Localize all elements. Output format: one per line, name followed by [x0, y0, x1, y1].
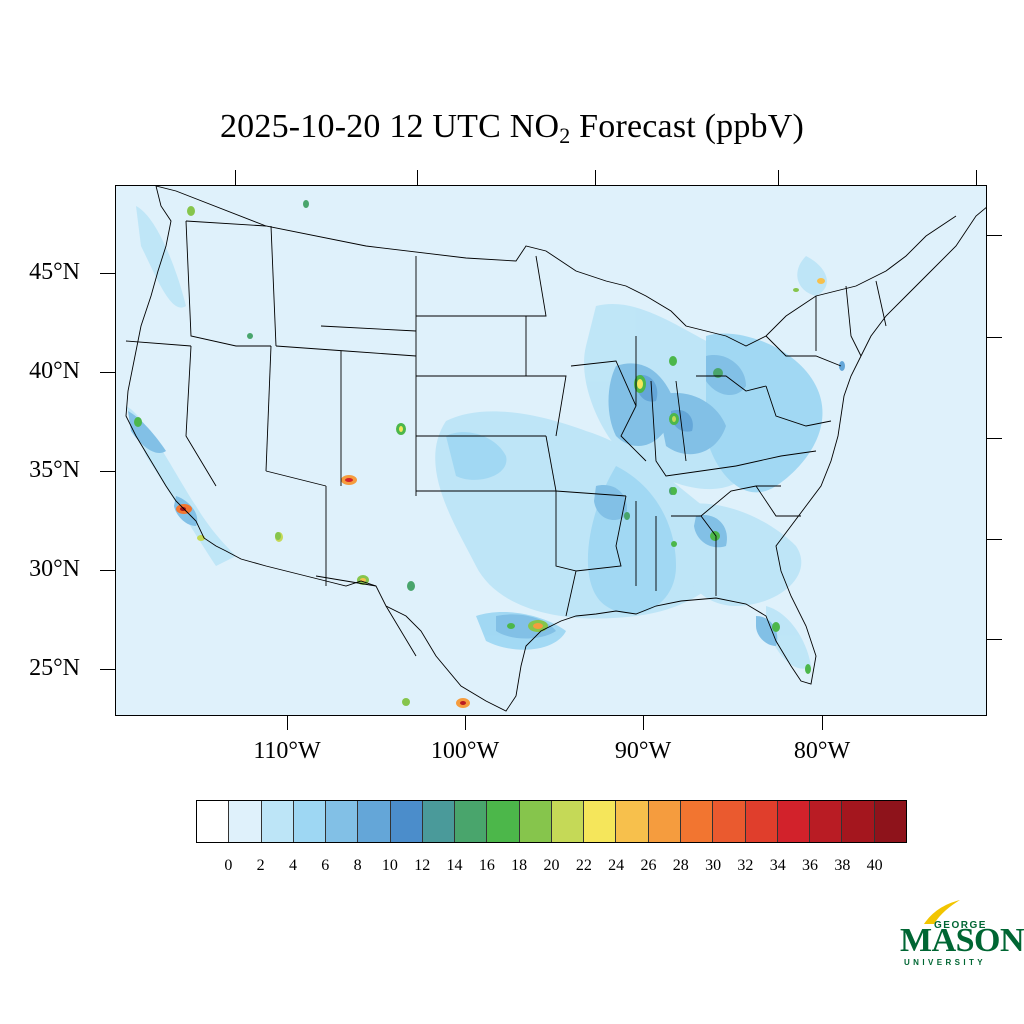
us-map [125, 186, 986, 712]
colorbar-swatch [810, 801, 843, 842]
boundary-lines [125, 186, 986, 712]
colorbar-swatch [390, 801, 423, 842]
colorbar-label: 26 [640, 857, 657, 874]
colorbar-swatch [261, 801, 294, 842]
bottom-tick [287, 716, 288, 730]
lon-label-80w: 80°W [793, 738, 851, 764]
right-tick [987, 235, 1002, 236]
colorbar-swatch [616, 801, 649, 842]
right-tick [987, 337, 1002, 338]
lat-label-25: 25°N [29, 655, 80, 681]
colorbar-swatch [874, 801, 906, 842]
no2-hotspots [134, 200, 845, 708]
top-tick [595, 170, 596, 185]
lat-label-40: 40°N [29, 358, 80, 384]
colorbar-label: 18 [511, 857, 528, 874]
colorbar-label: 28 [672, 857, 689, 874]
logo-george: GEORGE [934, 920, 987, 931]
colorbar-label: 36 [802, 857, 819, 874]
lat-label-35: 35°N [29, 457, 80, 483]
left-tick [100, 669, 115, 670]
colorbar-label: 10 [381, 857, 398, 874]
colorbar-label: 12 [414, 857, 431, 874]
title-text: 2025-10-20 12 UTC NO [219, 108, 560, 145]
colorbar-swatch [745, 801, 778, 842]
colorbar-label: 40 [866, 857, 883, 874]
lat-label-45: 45°N [29, 259, 80, 285]
right-tick [987, 438, 1002, 439]
colorbar-swatch [326, 801, 359, 842]
colorbar-swatch [680, 801, 714, 842]
colorbar-label: 24 [608, 857, 625, 874]
colorbar-label: 16 [478, 857, 495, 874]
colorbar-label: 4 [288, 857, 297, 874]
colorbar-swatch [648, 801, 681, 842]
colorbar-label: 22 [575, 857, 592, 874]
colorbar-swatch [551, 801, 585, 842]
colorbar-label: 32 [737, 857, 754, 874]
map-panel [115, 185, 987, 716]
colorbar-label: 20 [543, 857, 560, 874]
colorbar-label: 34 [769, 857, 786, 874]
lon-label-110w: 110°W [253, 738, 321, 764]
lat-label-30: 30°N [29, 556, 80, 582]
colorbar-label: 0 [224, 857, 233, 874]
colorbar-swatch [584, 801, 617, 842]
left-tick [100, 570, 115, 571]
no2-field-mid [128, 355, 778, 646]
colorbar-label: 2 [256, 857, 265, 874]
lon-label-100w: 100°W [430, 738, 500, 764]
top-tick [417, 170, 418, 185]
colorbar-swatch [713, 801, 746, 842]
colorbar-swatch [777, 801, 811, 842]
right-tick [987, 539, 1002, 540]
colorbar-swatch [455, 801, 488, 842]
logo-flame-icon [924, 900, 960, 924]
left-tick [100, 372, 115, 373]
colorbar [196, 800, 907, 843]
colorbar-swatch [519, 801, 552, 842]
colorbar-swatch [358, 801, 391, 842]
top-tick [976, 170, 977, 185]
colorbar-label: 30 [705, 857, 722, 874]
colorbar-swatch [197, 801, 230, 842]
colorbar-swatch [842, 801, 875, 842]
colorbar-swatch [293, 801, 327, 842]
bottom-tick [465, 716, 466, 730]
right-tick [987, 639, 1002, 640]
top-tick [235, 170, 236, 185]
left-tick [100, 273, 115, 274]
logo-university: UNIVERSITY [904, 958, 987, 967]
bottom-tick [822, 716, 823, 730]
title-subscript: 2 [559, 123, 571, 148]
george-mason-logo: GEORGE MASON UNIVERSITY [898, 898, 1024, 968]
left-tick [100, 471, 115, 472]
colorbar-swatch [487, 801, 520, 842]
logo-mason: MASON [900, 922, 1024, 959]
colorbar-swatch [422, 801, 456, 842]
map-title: 2025-10-20 12 UTC NO2 Forecast (ppbV) [0, 108, 1024, 149]
colorbar-label: 14 [446, 857, 463, 874]
top-tick [778, 170, 779, 185]
bottom-tick [643, 716, 644, 730]
colorbar-label: 6 [321, 857, 330, 874]
colorbar-swatch [229, 801, 262, 842]
colorbar-label: 38 [834, 857, 851, 874]
colorbar-label: 8 [353, 857, 362, 874]
lon-label-90w: 90°W [614, 738, 672, 764]
title-suffix: Forecast (ppbV) [570, 108, 805, 145]
